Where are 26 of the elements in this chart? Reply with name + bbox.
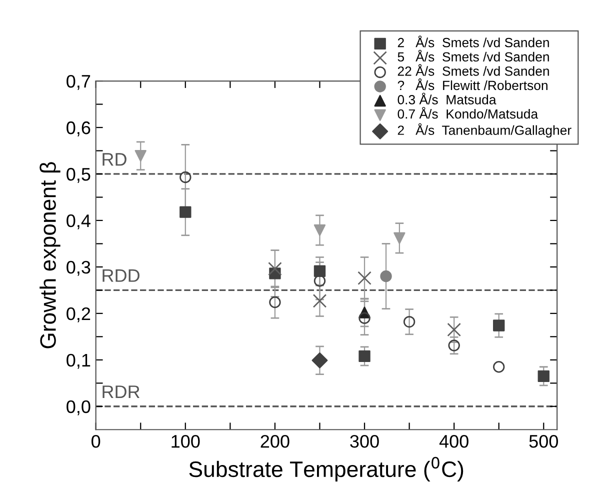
legend-label: 0.7 Å/s Kondo/Matsuda (398, 106, 538, 119)
legend-label: 0.3 Å/s Matsuda (398, 92, 496, 104)
x-tick-label: 400 (439, 434, 468, 448)
y-tick-label: 0,0 (66, 400, 90, 416)
x-tick-label: 500 (529, 434, 558, 448)
y-tick-label: 0,1 (66, 354, 90, 369)
y-tick-label: 0,6 (66, 121, 90, 136)
y-tick-label: 0,7 (66, 74, 90, 90)
x-tick-label: 0 (92, 434, 100, 448)
legend-label: 2 Å/s Smets /vd Sanden (398, 36, 549, 48)
ref-line-label: RDD (102, 269, 140, 282)
legend-label: 22 Å/s Smets /vd Sanden (398, 64, 549, 76)
legend-label: 5 Å/s Smets /vd Sanden (398, 50, 549, 62)
x-tick-label: 100 (172, 434, 200, 448)
y-tick-label: 0,2 (66, 307, 90, 322)
x-tick-label: 300 (350, 434, 379, 448)
legend-label: 2 Å/s Tanenbaum/Gallagher (398, 123, 572, 138)
legend-label: ? Å/s Flewitt /Robertson (398, 78, 548, 90)
y-tick-label: 0,4 (66, 214, 90, 230)
y-tick-label: 0,5 (66, 168, 90, 183)
ref-line-label: RD (102, 153, 126, 166)
ref-line-label: RDR (102, 386, 140, 398)
x-axis-title: Substrate Temperature ($^{0}$C) (189, 456, 464, 482)
y-tick-label: 0,3 (66, 260, 90, 276)
y-axis-title: Growth exponent β (40, 162, 60, 348)
x-tick-label: 200 (260, 434, 290, 448)
